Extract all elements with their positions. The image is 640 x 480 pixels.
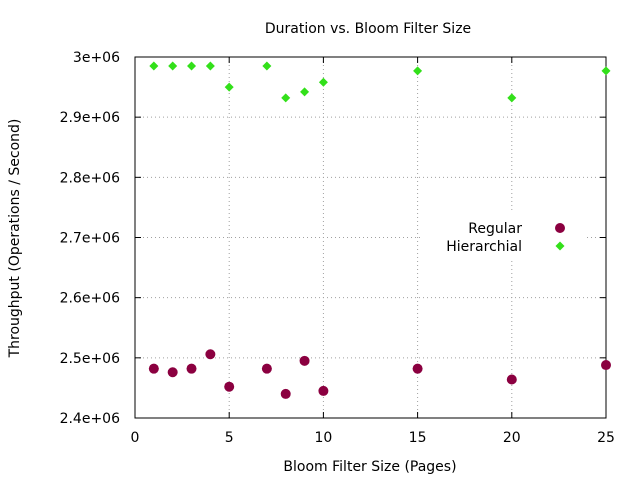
y-tick-label: 2.5e+06 (60, 351, 121, 367)
y-tick-label: 2.7e+06 (60, 231, 121, 247)
point-regular (186, 363, 197, 374)
y-tick-label: 2.4e+06 (60, 411, 121, 427)
legend-background (420, 212, 585, 258)
x-tick-label: 20 (503, 430, 521, 446)
point-hierarchial (262, 61, 272, 71)
point-hierarchial (205, 61, 215, 71)
y-axis-label: Throughput (Operations / Second) (7, 119, 23, 359)
point-hierarchial (224, 82, 234, 92)
legend-marker-regular (555, 223, 565, 233)
legend-marker-hierarchial (555, 241, 565, 251)
legend-label-hierarchial: Hierarchial (446, 239, 522, 255)
x-tick-label: 10 (314, 430, 332, 446)
point-regular (148, 363, 159, 374)
point-regular (280, 388, 291, 399)
point-regular (412, 363, 423, 374)
point-regular (318, 385, 329, 396)
point-regular (601, 360, 611, 371)
point-regular (224, 381, 235, 392)
point-regular (261, 363, 272, 374)
data-points (148, 61, 611, 399)
point-regular (506, 374, 517, 385)
legend-label-regular: Regular (468, 221, 522, 237)
point-hierarchial (507, 93, 517, 103)
point-hierarchial (413, 66, 423, 76)
x-axis-label: Bloom Filter Size (Pages) (283, 459, 456, 475)
x-tick-labels: 0 5 10 15 20 25 (131, 430, 615, 446)
point-regular (205, 349, 216, 360)
chart-title: Duration vs. Bloom Filter Size (265, 21, 471, 37)
axis-ticks (134, 56, 607, 419)
y-tick-label: 2.9e+06 (60, 110, 121, 126)
point-hierarchial (601, 66, 611, 76)
x-tick-label: 0 (131, 430, 140, 446)
x-tick-label: 15 (409, 430, 427, 446)
y-tick-label: 2.8e+06 (60, 170, 121, 186)
point-regular (299, 355, 310, 366)
x-tick-label: 5 (225, 430, 234, 446)
point-hierarchial (168, 61, 178, 71)
legend: Regular Hierarchial (420, 212, 585, 258)
point-hierarchial (281, 93, 291, 103)
point-hierarchial (187, 61, 197, 71)
y-tick-label: 3e+06 (73, 50, 120, 66)
point-hierarchial (300, 87, 310, 97)
x-tick-label: 25 (597, 430, 615, 446)
y-tick-label: 2.6e+06 (60, 291, 121, 307)
point-regular (167, 367, 178, 378)
point-hierarchial (318, 77, 328, 87)
point-hierarchial (149, 61, 159, 71)
y-tick-labels: 2.4e+06 2.5e+06 2.6e+06 2.7e+06 2.8e+06 2.9e+… (60, 50, 121, 427)
